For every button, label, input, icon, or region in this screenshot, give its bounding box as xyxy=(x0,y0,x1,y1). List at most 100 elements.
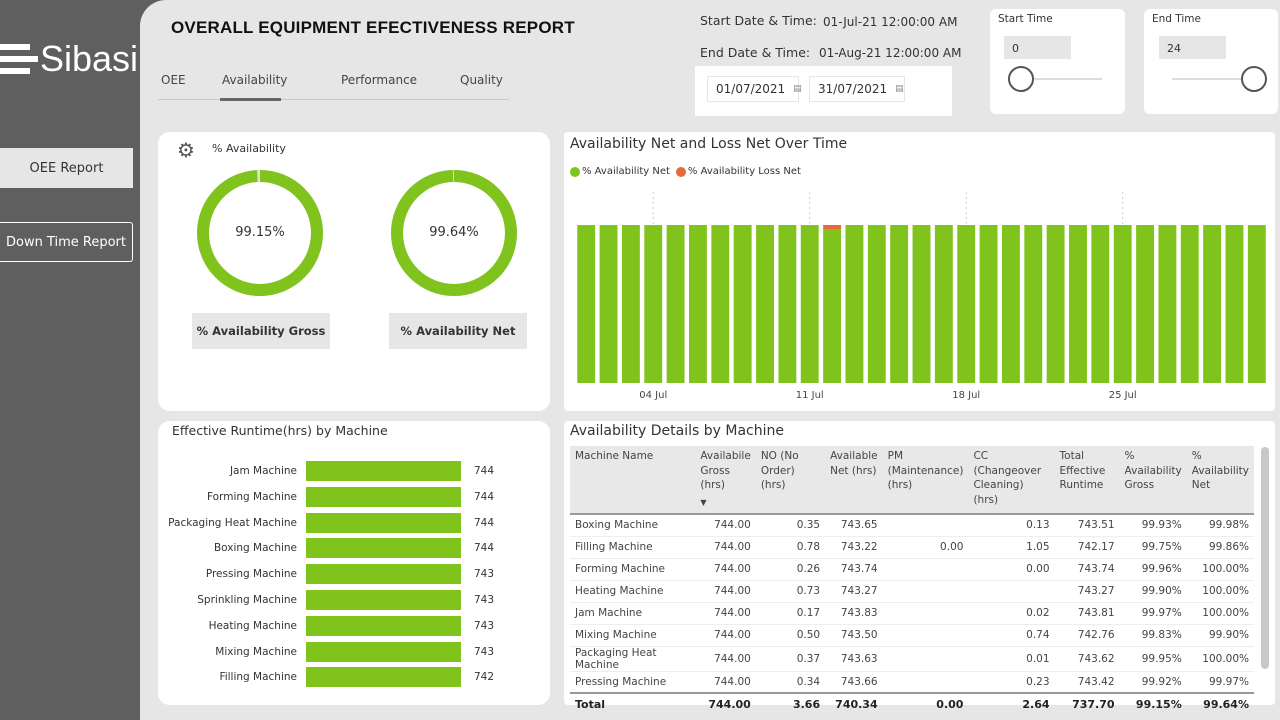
bar-net-26 Jul[interactable] xyxy=(1136,225,1154,383)
bar-net-29 Jul[interactable] xyxy=(1203,225,1222,383)
start-time-input[interactable]: 0 xyxy=(1004,36,1071,59)
table-total-row: Total 744.00 3.66 740.34 0.00 2.64 737.70 99.15… xyxy=(570,692,1254,715)
tab-oee[interactable]: OEE xyxy=(161,73,186,87)
column-header[interactable]: PM (Maintenance) (hrs) xyxy=(882,446,969,515)
bar-net-30 Jul[interactable] xyxy=(1225,225,1244,383)
bar-net-09 Jul[interactable] xyxy=(756,225,774,383)
net-donut xyxy=(391,170,517,296)
bar-net-12 Jul[interactable] xyxy=(823,229,842,383)
bar-net-15 Jul[interactable] xyxy=(890,225,909,383)
end-time-label: End Time xyxy=(1152,13,1201,25)
runtime-bar[interactable] xyxy=(306,512,461,533)
column-header[interactable]: Machine Name xyxy=(570,446,696,515)
bar-net-17 Jul[interactable] xyxy=(934,225,953,383)
table-cell: 100.00% xyxy=(1186,646,1254,672)
end-time-slider-handle[interactable] xyxy=(1241,66,1267,92)
table-title: Availability Details by Machine xyxy=(570,423,784,439)
table-cell: 743.62 xyxy=(1054,646,1120,672)
active-tab-indicator xyxy=(220,98,281,101)
table-cell: 99.96% xyxy=(1119,558,1187,581)
table-row[interactable]: Filling Machine 744.00 0.78 743.22 0.00 1.05 7… xyxy=(570,536,1254,559)
bar-net-03 Jul[interactable] xyxy=(621,225,640,383)
bar-net-23 Jul[interactable] xyxy=(1069,225,1087,383)
calendar-icon[interactable]: ▤ xyxy=(793,84,802,94)
column-header-label: Total Effective Runtime xyxy=(1059,450,1106,491)
bar-net-22 Jul[interactable] xyxy=(1046,225,1065,383)
column-header[interactable]: Total Effective Runtime xyxy=(1054,446,1120,515)
table-row[interactable]: Forming Machine 744.00 0.26 743.74 0.00 743.7… xyxy=(570,558,1254,581)
bar-loss-30 Jul[interactable] xyxy=(1225,225,1244,226)
runtime-bar[interactable] xyxy=(306,667,461,688)
bar-net-14 Jul[interactable] xyxy=(867,225,886,383)
tab-availability[interactable]: Availability xyxy=(222,73,288,87)
bar-loss-29 Jul[interactable] xyxy=(1203,225,1222,226)
details-table: Machine Name Availabile Gross (hrs) ▼ NO (N… xyxy=(570,446,1254,715)
bar-net-08 Jul[interactable] xyxy=(733,225,752,383)
runtime-bar[interactable] xyxy=(306,641,461,662)
bar-net-27 Jul[interactable] xyxy=(1158,225,1177,383)
calendar-icon[interactable]: ▤ xyxy=(895,84,904,94)
sort-desc-icon[interactable]: ▼ xyxy=(700,497,707,507)
bar-net-16 Jul[interactable] xyxy=(912,225,931,383)
tab-quality[interactable]: Quality xyxy=(460,73,503,87)
bar-net-01 Jul[interactable] xyxy=(577,225,596,383)
table-row[interactable]: Boxing Machine 744.00 0.35 743.65 0.13 743.51… xyxy=(570,514,1254,537)
bar-net-13 Jul[interactable] xyxy=(845,225,864,383)
runtime-bar[interactable] xyxy=(306,590,461,610)
column-header-label: Machine Name xyxy=(575,450,654,462)
column-header[interactable]: CC (Changeover Cleaning) (hrs) xyxy=(968,446,1055,515)
table-row[interactable]: Packaging Heat Machine 744.00 0.37 743.63 0.… xyxy=(570,646,1254,672)
runtime-bar[interactable] xyxy=(306,538,461,559)
bar-net-06 Jul[interactable] xyxy=(689,225,707,383)
down-time-report-button[interactable]: Down Time Report xyxy=(0,222,133,262)
column-header[interactable]: % Availability Net xyxy=(1186,446,1254,515)
runtime-bar[interactable] xyxy=(306,564,461,585)
table-row[interactable]: Pressing Machine 744.00 0.34 743.66 0.23 743.… xyxy=(570,671,1254,694)
column-header[interactable]: NO (No Order) (hrs) xyxy=(755,446,826,515)
table-cell: 743.74 xyxy=(1054,558,1120,581)
bar-net-31 Jul[interactable] xyxy=(1247,225,1266,383)
availability-card-title: % Availability xyxy=(212,142,286,155)
legend-net-label[interactable]: % Availability Net xyxy=(582,166,670,177)
column-header[interactable]: % Availability Gross xyxy=(1119,446,1187,515)
bar-net-18 Jul[interactable] xyxy=(957,225,976,383)
runtime-bar[interactable] xyxy=(306,461,461,481)
bar-net-24 Jul[interactable] xyxy=(1091,225,1110,383)
tab-performance[interactable]: Performance xyxy=(341,73,418,87)
bar-loss-28 Jul[interactable] xyxy=(1180,225,1199,226)
bar-net-28 Jul[interactable] xyxy=(1180,225,1199,383)
column-header[interactable]: Availabile Gross (hrs) ▼ xyxy=(695,446,756,515)
bar-net-11 Jul[interactable] xyxy=(800,225,819,383)
to-date-input[interactable]: 31/07/2021 ▤ xyxy=(809,76,905,102)
start-time-track[interactable] xyxy=(1020,78,1102,80)
gross-donut-value: 99.15% xyxy=(235,225,285,240)
start-time-slider-handle[interactable] xyxy=(1008,66,1034,92)
bar-net-04 Jul[interactable] xyxy=(644,225,663,383)
bar-net-20 Jul[interactable] xyxy=(1001,225,1020,383)
from-date-input[interactable]: 01/07/2021 ▤ xyxy=(707,76,802,102)
table-row[interactable]: Jam Machine 744.00 0.17 743.83 0.02 743.81 99.… xyxy=(570,602,1254,625)
oee-report-button[interactable]: OEE Report xyxy=(0,148,133,188)
table-row[interactable]: Mixing Machine 744.00 0.50 743.50 0.74 742.76… xyxy=(570,624,1254,647)
runtime-bar-value: 742 xyxy=(474,671,495,684)
table-cell: 100.00% xyxy=(1186,602,1254,625)
runtime-bar[interactable] xyxy=(306,615,461,636)
end-time-input[interactable]: 24 xyxy=(1159,36,1226,59)
runtime-bar[interactable] xyxy=(306,486,461,507)
bar-net-02 Jul[interactable] xyxy=(599,225,618,383)
column-header[interactable]: Available Net (hrs) xyxy=(825,446,883,515)
table-cell: 0.01 xyxy=(968,646,1055,672)
bar-net-10 Jul[interactable] xyxy=(778,225,797,383)
table-cell: Forming Machine xyxy=(570,558,696,581)
bar-net-07 Jul[interactable] xyxy=(711,225,730,383)
bar-net-25 Jul[interactable] xyxy=(1113,225,1132,383)
table-scrollbar[interactable] xyxy=(1261,447,1269,669)
legend-loss-label[interactable]: % Availability Loss Net xyxy=(687,166,801,177)
bar-net-21 Jul[interactable] xyxy=(1024,225,1043,383)
bar-loss-12 Jul[interactable] xyxy=(823,225,842,230)
column-header-label: PM (Maintenance) (hrs) xyxy=(887,450,964,491)
end-time-track[interactable] xyxy=(1172,78,1252,80)
bar-net-05 Jul[interactable] xyxy=(666,225,685,383)
table-row[interactable]: Heating Machine 744.00 0.73 743.27 743.27 99.… xyxy=(570,580,1254,603)
bar-net-19 Jul[interactable] xyxy=(979,225,998,383)
